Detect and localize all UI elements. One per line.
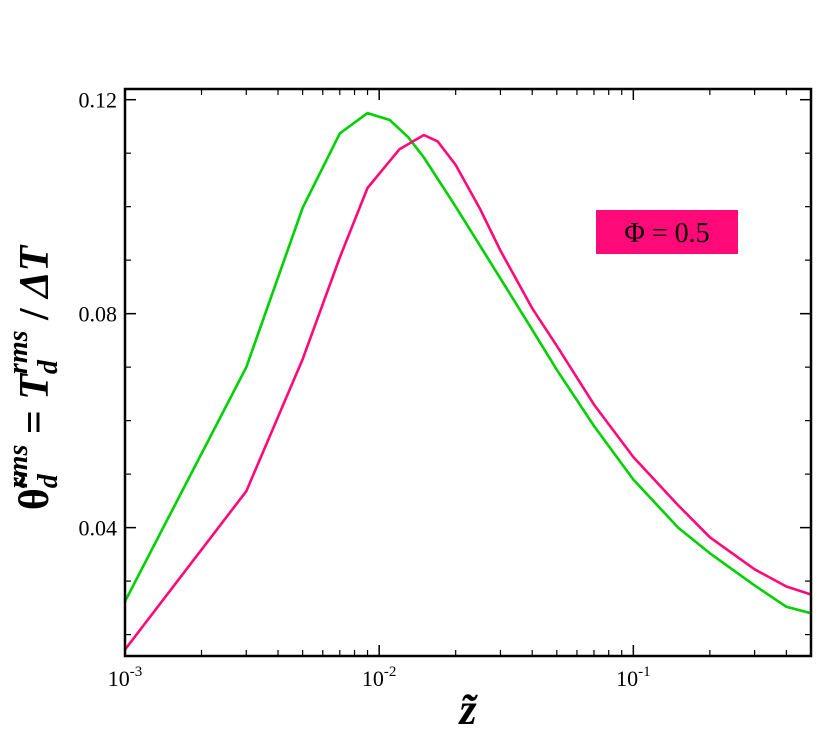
y-tick-label: 0.12 (79, 88, 118, 113)
y-title-denominator: ΔT (12, 243, 58, 299)
y-title-equals: = (12, 400, 58, 445)
tick-layer: 10-3 10-2 10-1 0.04 0.08 0.12 (79, 88, 811, 691)
annotation-box: Φ = 0.5 (596, 210, 738, 254)
y-title-symbol-sup: rms (3, 445, 34, 489)
y-tick-label: 0.08 (79, 302, 118, 327)
annotation-background (596, 210, 738, 254)
x-tick-label: 10-1 (616, 664, 651, 691)
annotation-text: Φ = 0.5 (624, 218, 709, 249)
y-title-var-sub: d (33, 359, 64, 374)
series-layer (123, 111, 812, 651)
y-title-divider: / (12, 298, 58, 331)
y-axis-title: θ̃drms = Tdrms / ΔT (3, 243, 64, 510)
y-title-var-sup: rms (3, 330, 34, 374)
y-tick-label: 0.04 (79, 516, 118, 541)
plot-frame (123, 87, 813, 658)
series-line-1 (123, 111, 812, 615)
x-tick-label: 10-3 (108, 664, 143, 691)
y-title-var: T (12, 372, 58, 400)
x-axis-title: z̃ (457, 685, 478, 734)
series-line-2 (123, 133, 812, 651)
y-title-symbol-sub: d (33, 473, 64, 488)
x-tick-label: 10-2 (362, 664, 397, 691)
